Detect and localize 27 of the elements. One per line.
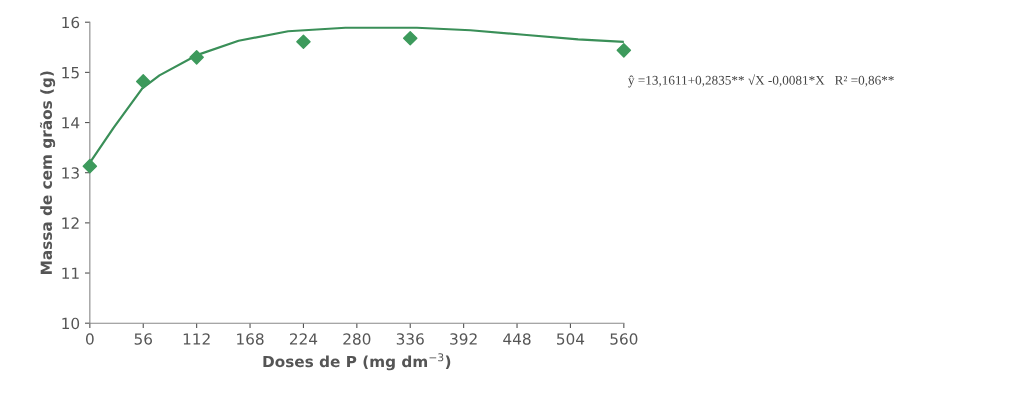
x-tick-label: 392 [450, 333, 477, 345]
point [135, 74, 151, 89]
x-tick-label: 112 [183, 333, 210, 345]
point [402, 30, 418, 46]
x-tick-label: 560 [610, 333, 638, 345]
text: ŷ =13,1611+0,2835** √X -0,0081*X R² =0,86** [628, 74, 894, 88]
y-tick-label: 13 [62, 167, 79, 179]
x-tick-label: 448 [503, 333, 531, 345]
x-tick-label: 336 [396, 333, 424, 345]
x-tick-label: 56 [134, 333, 152, 345]
x-tick-label: 504 [557, 333, 585, 345]
y-tick-label: 10 [62, 317, 80, 330]
x-tick-label: 0 [86, 333, 94, 345]
y-tick-label: 16 [62, 16, 80, 29]
x-tick-label: 224 [289, 333, 318, 345]
point [82, 158, 98, 174]
y-tick-label: 14 [62, 117, 80, 129]
y-tick-label: 11 [62, 267, 79, 279]
y-tick-label: 15 [62, 67, 79, 79]
x-tick-label: 280 [343, 333, 371, 345]
point [189, 50, 204, 65]
point [616, 43, 632, 58]
x-axis-title: Doses de P (mg dm$^{−3}$) [263, 353, 451, 371]
y-axis-title: Massa de cem grãos (g) [39, 71, 56, 274]
x-tick-label: 168 [237, 333, 264, 345]
y-tick-label: 12 [62, 217, 79, 229]
point [296, 34, 311, 50]
